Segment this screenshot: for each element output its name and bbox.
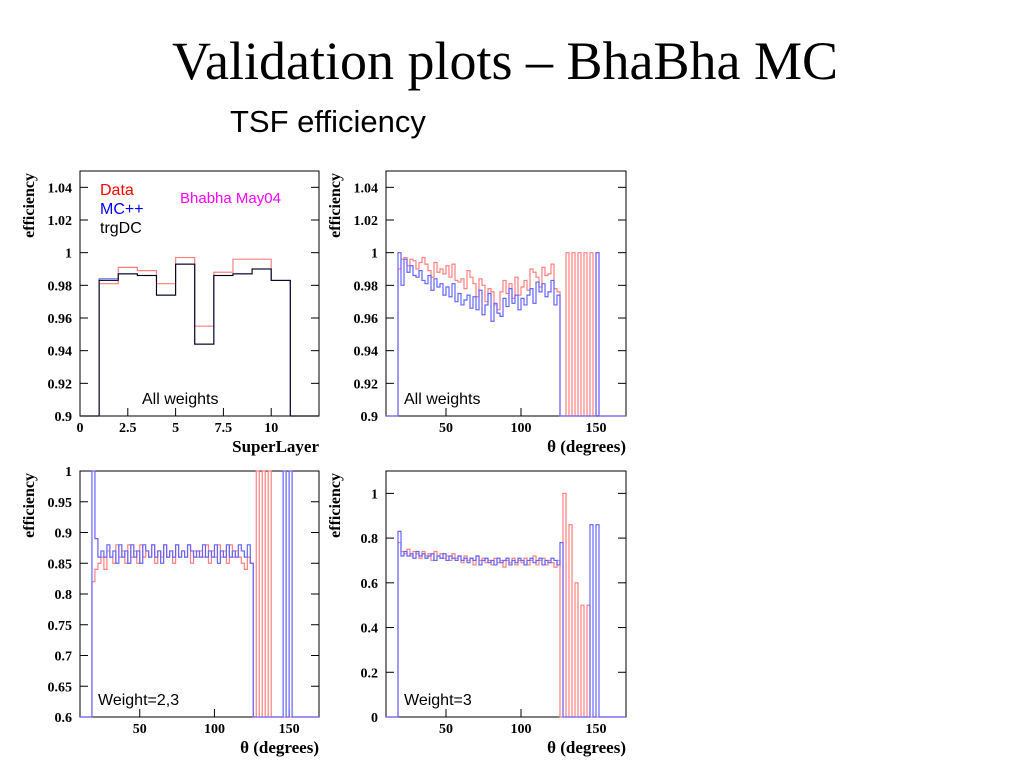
x-tick-label: 100 — [204, 722, 225, 737]
x-tick-label: 10 — [264, 421, 278, 436]
y-tick-label: 1.02 — [48, 214, 73, 229]
y-tick-label: 0.7 — [55, 650, 73, 665]
x-axis-label: θ (degrees) — [547, 437, 626, 456]
x-tick-label: 150 — [586, 421, 607, 436]
x-tick-label: 150 — [279, 722, 300, 737]
y-tick-label: 0.94 — [354, 345, 379, 360]
plot-frame — [385, 470, 627, 718]
annotation-label: All weights — [142, 391, 218, 408]
legend-entry: trgDC — [100, 220, 142, 237]
x-tick-label: 50 — [133, 722, 147, 737]
x-tick-label: 7.5 — [215, 421, 233, 436]
x-tick-label: 150 — [586, 722, 607, 737]
y-tick-label: 0.94 — [48, 345, 73, 360]
y-tick-label: 0.92 — [48, 377, 73, 392]
y-tick-label: 0.6 — [55, 711, 73, 726]
y-tick-label: 1.04 — [354, 181, 379, 196]
series-trgdc-line — [80, 263, 319, 417]
series-mc-line — [386, 252, 626, 417]
slide-title: Validation plots – BhaBha MC — [172, 31, 838, 91]
y-tick-label: 1 — [371, 247, 378, 262]
y-tick-label: 0 — [371, 711, 378, 726]
bhabha-label: Bhabha May04 — [180, 190, 281, 207]
y-tick-label: 0.2 — [361, 666, 379, 681]
x-axis-label: SuperLayer — [232, 437, 319, 456]
y-axis-label: efficiency — [21, 473, 38, 538]
y-axis-label: efficiency — [327, 173, 344, 238]
y-tick-label: 1.02 — [354, 214, 379, 229]
y-axis-label: efficiency — [21, 173, 38, 238]
y-tick-label: 1 — [65, 247, 72, 262]
y-tick-label: 0.9 — [55, 410, 73, 425]
y-tick-label: 0.6 — [361, 577, 379, 592]
plot-top-left: 0.9 0.92 0.94 0.96 0.98 1 1.02 1.04 0 2.5 5 7.5 10Su… — [21, 170, 320, 456]
annotation-label: All weights — [404, 391, 480, 408]
series-mc-line — [80, 470, 319, 718]
y-tick-label: 0.92 — [354, 377, 379, 392]
x-tick-label: 50 — [439, 421, 453, 436]
y-tick-label: 0.96 — [354, 312, 379, 327]
series-mc-line — [386, 524, 626, 718]
annotation-label: Weight=3 — [404, 692, 472, 709]
y-tick-label: 0.8 — [55, 588, 73, 603]
x-tick-label: 2.5 — [119, 421, 137, 436]
x-axis-label: θ (degrees) — [240, 738, 319, 757]
x-tick-label: 100 — [511, 421, 532, 436]
plot-frame — [79, 170, 320, 417]
y-tick-label: 1 — [371, 487, 378, 502]
x-tick-label: 100 — [511, 722, 532, 737]
y-tick-label: 0.75 — [48, 619, 73, 634]
y-tick-label: 0.98 — [354, 279, 379, 294]
y-tick-label: 1 — [65, 465, 72, 480]
y-tick-label: 0.65 — [48, 680, 73, 695]
y-tick-label: 0.98 — [48, 279, 73, 294]
annotation-label: Weight=2,3 — [98, 692, 179, 709]
y-tick-label: 0.8 — [361, 532, 379, 547]
y-tick-label: 0.95 — [48, 496, 73, 511]
x-tick-label: 0 — [77, 421, 84, 436]
plot-frame — [385, 170, 627, 417]
y-tick-label: 0.9 — [55, 527, 73, 542]
x-tick-label: 50 — [439, 722, 453, 737]
y-tick-label: 1.04 — [48, 181, 73, 196]
y-tick-label: 0.96 — [48, 312, 73, 327]
slide-subtitle: TSF efficiency — [230, 104, 426, 139]
legend-entry: MC++ — [100, 201, 144, 218]
y-tick-label: 0.4 — [361, 622, 379, 637]
x-axis-label: θ (degrees) — [547, 738, 626, 757]
x-tick-label: 5 — [172, 421, 179, 436]
y-axis-label: efficiency — [327, 473, 344, 538]
legend-entry: Data — [100, 182, 134, 199]
y-tick-label: 0.9 — [361, 410, 379, 425]
y-tick-label: 0.85 — [48, 557, 73, 572]
